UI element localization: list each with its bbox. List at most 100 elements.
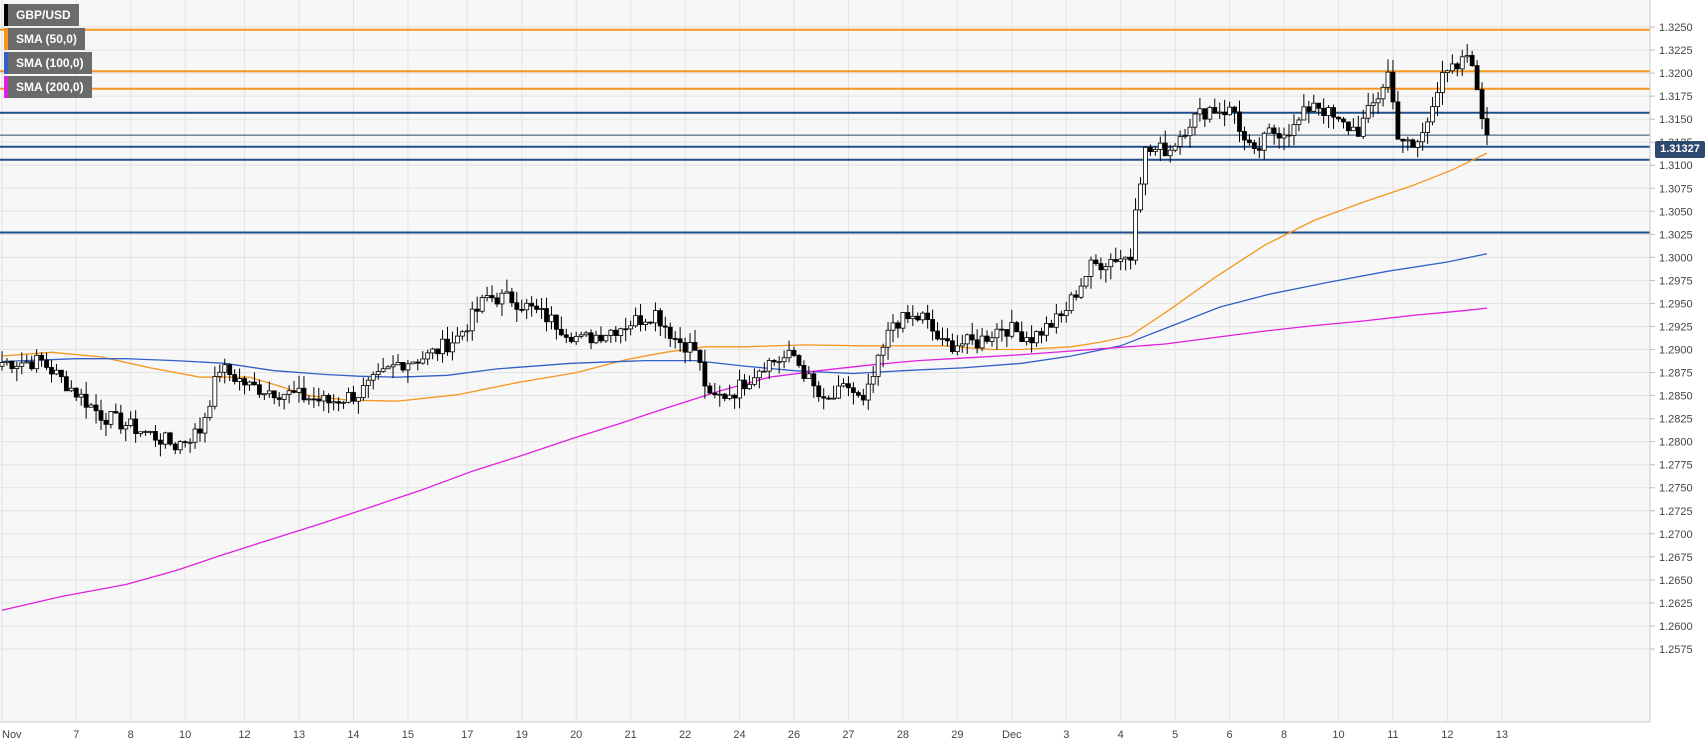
candle-down [509, 291, 515, 304]
candle-down [1316, 102, 1322, 109]
candle-up [880, 346, 886, 356]
y-tick-label: 1.3150 [1659, 114, 1693, 126]
candle-down [172, 443, 178, 451]
candles [0, 43, 1490, 457]
candle-up [940, 338, 945, 340]
x-tick-label: 10 [1332, 729, 1344, 741]
candle-down [1286, 134, 1292, 137]
candle-up [1157, 142, 1163, 150]
candle-up [440, 338, 445, 355]
candle-down [851, 387, 856, 393]
candle-up [1350, 126, 1356, 132]
candle-down [984, 335, 990, 342]
candle-up [212, 376, 218, 407]
candle-down [197, 428, 203, 434]
candle-down [732, 394, 737, 399]
legend-item-sma200[interactable]: SMA (200,0) [4, 76, 92, 98]
candle-down [855, 392, 861, 396]
x-tick-label: 22 [679, 729, 691, 741]
candle-up [281, 393, 287, 400]
candle-up [420, 358, 426, 364]
candle-down [445, 338, 450, 353]
candle-up [266, 390, 272, 395]
candle-up [1445, 70, 1450, 73]
candle-up [1449, 63, 1455, 72]
candle-down [232, 374, 238, 382]
candle-down [316, 398, 322, 402]
x-tick-label: 12 [1441, 729, 1453, 741]
candle-up [524, 302, 530, 311]
candle-down [638, 315, 643, 325]
y-axis-ticks: 1.32501.32251.32001.31751.31501.31251.31… [1650, 22, 1693, 656]
candle-up [19, 362, 25, 367]
candle-up [539, 308, 544, 310]
candle-down [648, 321, 653, 324]
candle-down [1162, 142, 1168, 157]
candle-down [1479, 89, 1485, 120]
y-tick-label: 1.2675 [1659, 552, 1693, 564]
y-tick-label: 1.2825 [1659, 414, 1693, 426]
y-tick-label: 1.3250 [1659, 22, 1693, 34]
candle-up [177, 441, 183, 451]
candle-down [1093, 259, 1099, 265]
candle-down [311, 398, 317, 401]
candle-up [717, 393, 723, 396]
x-tick-label: 7 [73, 729, 79, 741]
candle-down [588, 332, 594, 344]
candle-down [1410, 139, 1416, 148]
candle-down [1341, 118, 1346, 123]
candle-up [192, 428, 198, 443]
candle-down [256, 384, 262, 395]
candle-down [514, 302, 520, 310]
candle-down [113, 411, 119, 414]
candle-down [1484, 118, 1490, 136]
candle-down [895, 322, 901, 329]
x-tick-label: 8 [128, 729, 134, 741]
candle-down [821, 396, 827, 399]
candle-up [870, 376, 876, 385]
candle-up [148, 431, 153, 433]
candle-up [355, 397, 361, 402]
axes [0, 0, 1651, 723]
candle-up [1108, 259, 1114, 268]
candle-down [598, 334, 604, 342]
candle-up [459, 331, 465, 337]
candle-down [1148, 146, 1153, 152]
candle-up [321, 394, 327, 402]
candle-up [1311, 102, 1317, 112]
candle-down [811, 373, 817, 387]
candle-up [910, 315, 916, 320]
candle-down [1232, 106, 1237, 113]
candle-up [217, 371, 223, 377]
candle-up [1291, 124, 1297, 136]
candle-up [1053, 313, 1059, 328]
candle-up [1034, 331, 1039, 344]
candle-up [1152, 149, 1158, 152]
legend-item-sma100[interactable]: SMA (100,0) [4, 52, 92, 74]
legend-label: SMA (200,0) [16, 80, 84, 94]
y-tick-label: 1.3050 [1659, 206, 1693, 218]
candle-up [14, 365, 20, 369]
candle-up [603, 335, 609, 342]
candle-up [450, 342, 455, 353]
candle-down [118, 412, 124, 430]
candle-up [1370, 102, 1376, 106]
candle-down [722, 393, 728, 399]
candle-down [133, 418, 139, 435]
candle-down [613, 329, 619, 336]
candle-up [1375, 98, 1381, 104]
candle-down [697, 349, 703, 363]
candle-down [167, 432, 173, 445]
candle-down [1355, 126, 1361, 137]
legend-item-sma50[interactable]: SMA (50,0) [4, 28, 85, 50]
candle-up [836, 385, 841, 399]
candle-up [841, 383, 846, 387]
candle-up [1420, 132, 1426, 143]
candle-down [1049, 323, 1054, 328]
candle-up [1227, 106, 1232, 116]
legend-item-symbol[interactable]: GBP/USD [4, 4, 79, 26]
candle-down [1454, 63, 1460, 70]
candle-up [865, 383, 871, 401]
candle-up [1044, 323, 1049, 336]
candle-up [1078, 285, 1084, 298]
